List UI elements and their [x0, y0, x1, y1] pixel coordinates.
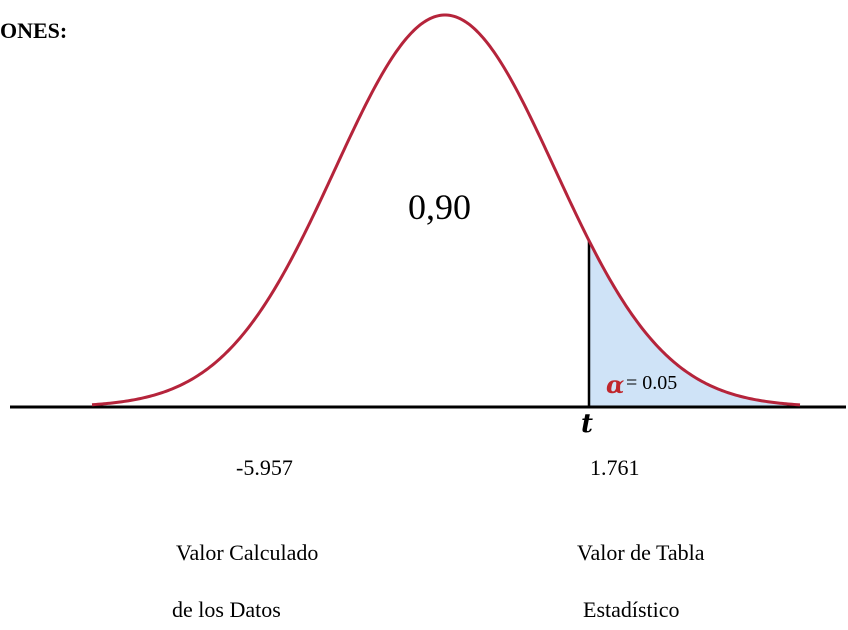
table-caption-line1: Valor de Tabla — [577, 540, 705, 565]
central-area-label: 0,90 — [408, 187, 471, 227]
t-symbol: t — [581, 409, 594, 439]
calculated-caption-line1: Valor Calculado — [176, 540, 319, 565]
section-heading: ONES: — [0, 18, 68, 43]
calculated-value: -5.957 — [236, 455, 293, 480]
alpha-symbol: α — [606, 370, 625, 399]
alpha-value: = 0.05 — [626, 372, 678, 394]
distribution-curve — [91, 13, 801, 407]
table-caption-line2: Estadístico — [583, 597, 680, 622]
calculated-caption-line2: de los Datos — [172, 597, 281, 622]
rejection-region-area — [589, 240, 800, 407]
table-value: 1.761 — [590, 455, 640, 480]
